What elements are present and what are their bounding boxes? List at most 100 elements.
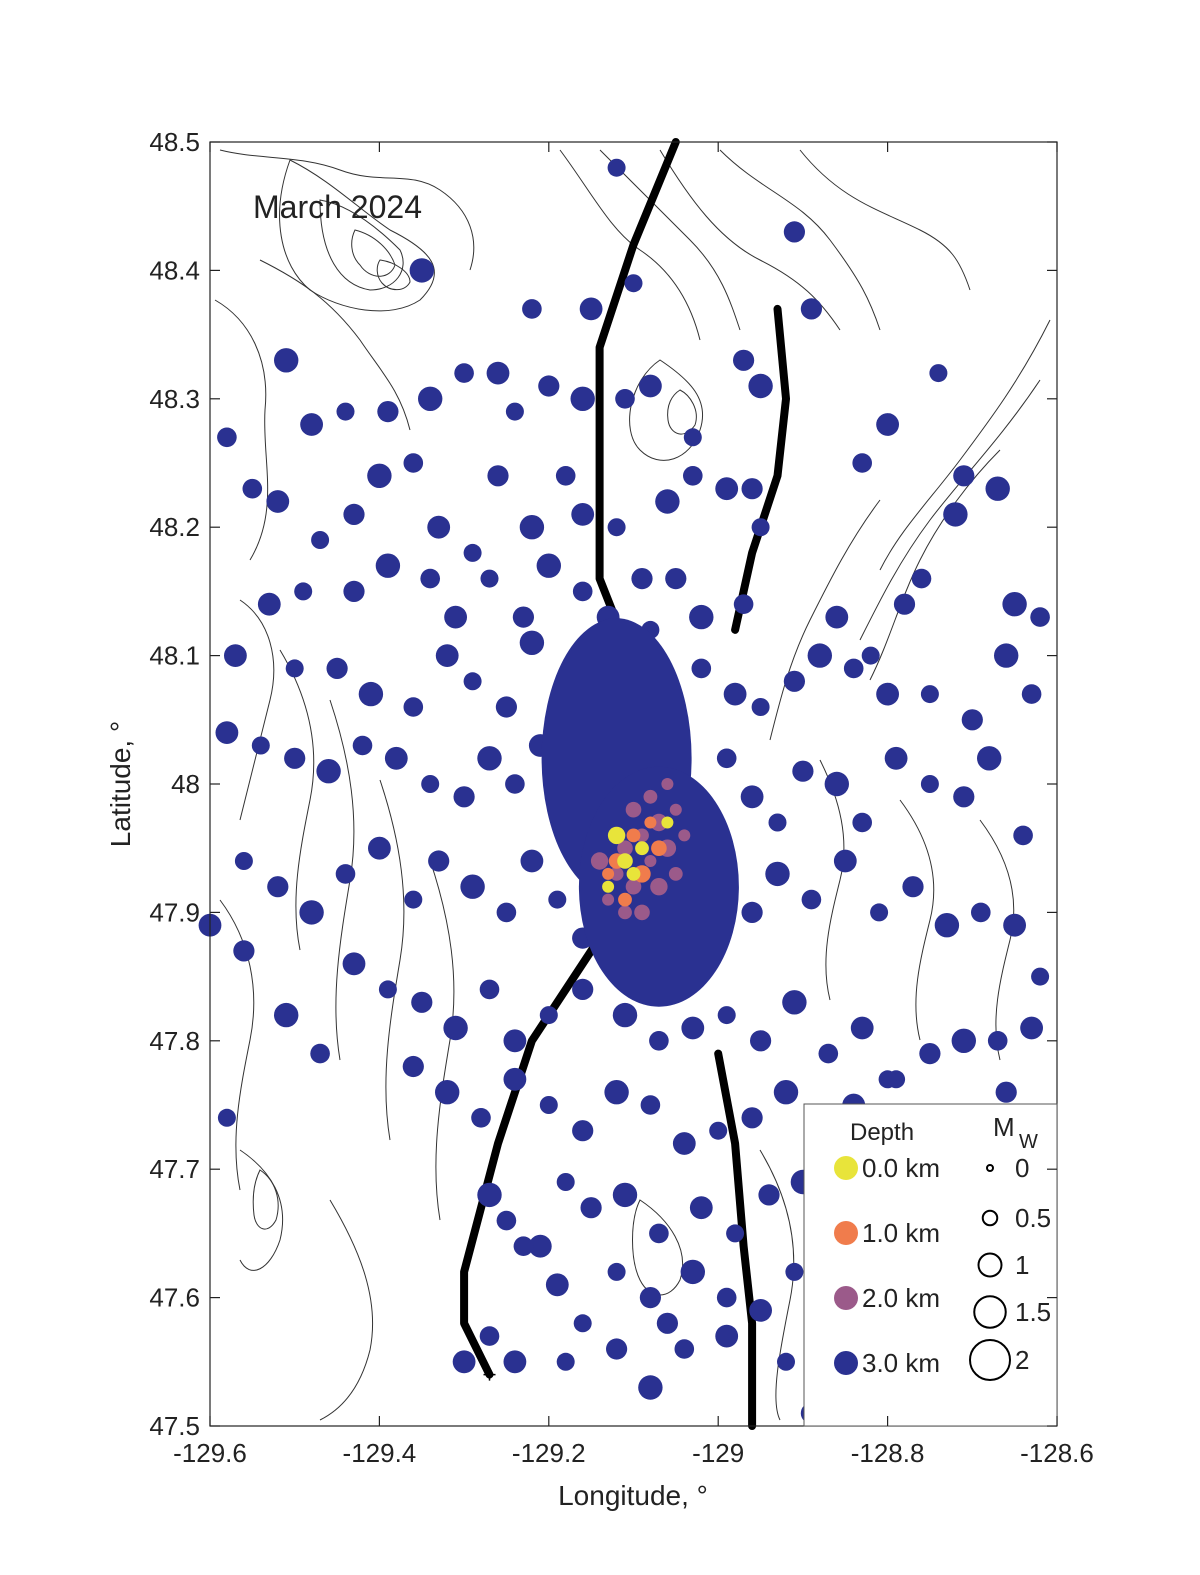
contour-line bbox=[759, 1149, 795, 1421]
earthquake-point bbox=[463, 543, 482, 562]
earthquake-point bbox=[689, 1196, 713, 1220]
earthquake-point bbox=[876, 413, 899, 436]
earthquake-point bbox=[800, 298, 823, 320]
x-axis-label: Longitude, ° bbox=[558, 1480, 708, 1511]
earthquake-point bbox=[751, 698, 770, 716]
magnitude-legend-label: 0 bbox=[1015, 1153, 1029, 1183]
earthquake-point bbox=[792, 760, 814, 782]
earthquake-point bbox=[294, 582, 313, 601]
earthquake-point bbox=[640, 1095, 661, 1115]
bathymetry-contours bbox=[214, 149, 1051, 1421]
y-tick-label: 47.6 bbox=[149, 1283, 200, 1313]
earthquake-point bbox=[807, 643, 832, 668]
earthquake-point bbox=[452, 1350, 476, 1374]
earthquake-point bbox=[971, 902, 991, 923]
earthquake-point bbox=[661, 816, 674, 829]
earthquake-point bbox=[607, 826, 626, 845]
earthquake-point bbox=[496, 902, 517, 923]
earthquake-point bbox=[342, 952, 366, 976]
depth-legend-swatch bbox=[834, 1351, 858, 1375]
earthquake-point bbox=[985, 476, 1010, 501]
earthquake-point bbox=[672, 1132, 696, 1155]
earthquake-point bbox=[573, 1314, 592, 1333]
earthquake-point bbox=[607, 1262, 626, 1281]
earthquake-point bbox=[870, 903, 889, 922]
earthquake-point bbox=[631, 568, 653, 590]
earthquake-point bbox=[352, 735, 373, 756]
earthquake-point bbox=[224, 644, 247, 667]
earthquake-point bbox=[572, 1120, 594, 1142]
earthquake-point bbox=[777, 1352, 795, 1371]
earthquake-point bbox=[602, 867, 615, 880]
earthquake-point bbox=[555, 466, 576, 486]
earthquake-point bbox=[758, 1184, 780, 1206]
earthquake-point bbox=[920, 685, 939, 704]
contour-line bbox=[376, 259, 411, 291]
earthquake-point bbox=[284, 747, 306, 769]
earthquake-point bbox=[548, 890, 567, 909]
earthquake-point bbox=[335, 864, 356, 884]
earthquake-point bbox=[522, 299, 542, 319]
earthquake-point bbox=[444, 605, 467, 629]
earthquake-point bbox=[311, 531, 330, 549]
earthquake-point bbox=[519, 630, 545, 655]
magnitude-legend-label: 2 bbox=[1015, 1345, 1029, 1375]
earthquake-point bbox=[878, 1070, 897, 1089]
earthquake-point bbox=[656, 1312, 679, 1334]
depth-legend-swatch bbox=[834, 1286, 858, 1310]
earthquake-point bbox=[649, 1031, 669, 1051]
contour-line bbox=[632, 1199, 684, 1296]
earthquake-point bbox=[477, 1182, 502, 1208]
contour-line bbox=[979, 819, 1015, 1061]
earthquake-point bbox=[843, 658, 864, 679]
earthquake-point bbox=[477, 746, 502, 771]
earthquake-point bbox=[251, 736, 270, 755]
magnitude-legend-circle bbox=[969, 1339, 1011, 1381]
contour-line bbox=[252, 1169, 279, 1230]
y-tick-label: 48.2 bbox=[149, 512, 200, 542]
y-tick-label: 47.7 bbox=[149, 1154, 200, 1184]
earthquake-point bbox=[519, 515, 545, 540]
earthquake-point bbox=[215, 721, 239, 744]
earthquake-point bbox=[402, 1055, 424, 1078]
magnitude-legend-subscript: W bbox=[1019, 1131, 1038, 1153]
earthquake-point bbox=[678, 829, 691, 842]
earthquake-point bbox=[479, 979, 500, 1000]
earthquake-point bbox=[741, 901, 763, 924]
earthquake-point bbox=[669, 803, 682, 816]
earthquake-point bbox=[624, 274, 643, 293]
earthquake-point bbox=[995, 1081, 1017, 1103]
contour-line bbox=[667, 389, 697, 435]
earthquake-point bbox=[285, 659, 304, 678]
earthquake-point bbox=[825, 605, 849, 629]
earthquake-point bbox=[435, 644, 459, 667]
legend: Depth M W 0.0 km 1.0 km 2.0 km 3.0 km 0 0.5 1… bbox=[803, 1103, 1058, 1427]
depth-legend-swatch bbox=[834, 1156, 858, 1180]
earthquake-point bbox=[267, 876, 289, 898]
earthquake-point bbox=[1013, 825, 1033, 846]
earthquake-point bbox=[638, 1375, 663, 1400]
contour-line bbox=[279, 159, 435, 312]
contour-line bbox=[899, 799, 935, 1041]
x-tick-label: -129 bbox=[692, 1438, 744, 1468]
earthquake-point bbox=[665, 568, 687, 590]
earthquake-point bbox=[884, 746, 908, 770]
axes: -129.6 -129.4 -129.2 -129 -128.8 -128.6 47.5 47… bbox=[149, 127, 1093, 1468]
earthquake-point bbox=[655, 489, 680, 514]
earthquake-point bbox=[453, 786, 475, 808]
earthquake-point bbox=[1020, 1016, 1043, 1040]
earthquake-point bbox=[503, 1029, 527, 1053]
earthquake-point bbox=[649, 1223, 669, 1244]
earthquake-point bbox=[487, 465, 509, 487]
contour-line bbox=[719, 149, 881, 331]
earthquake-point bbox=[460, 874, 485, 899]
earthquake-point bbox=[411, 991, 433, 1013]
earthquake-point bbox=[691, 658, 712, 679]
earthquake-point bbox=[716, 748, 737, 769]
earthquake-point bbox=[674, 1339, 695, 1359]
earthquake-point bbox=[618, 905, 632, 920]
earthquake-point bbox=[716, 1287, 737, 1308]
earthquake-point bbox=[650, 878, 668, 896]
earthquake-point bbox=[495, 696, 517, 718]
earthquake-point bbox=[643, 789, 658, 804]
